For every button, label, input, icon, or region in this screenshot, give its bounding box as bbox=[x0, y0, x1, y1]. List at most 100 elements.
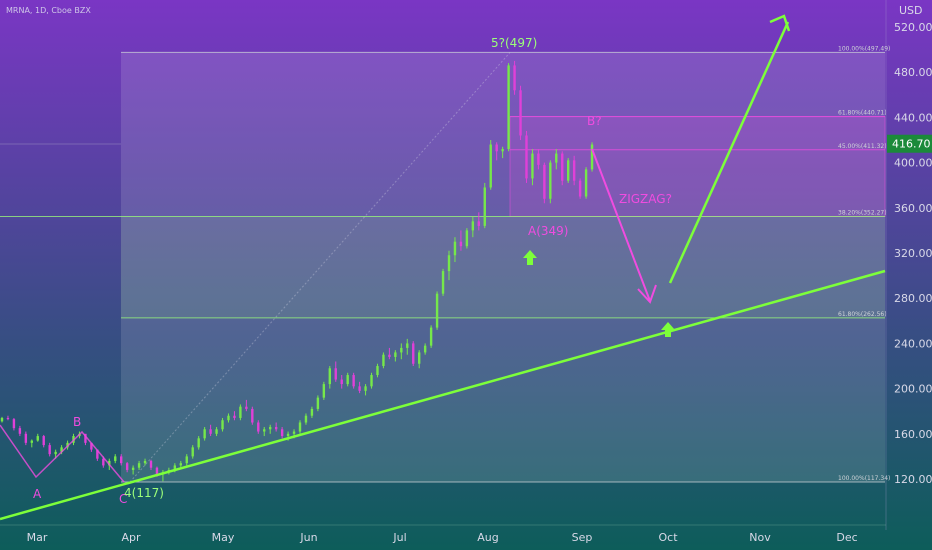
y-tick-label: 240.00 bbox=[894, 337, 932, 350]
candle-body bbox=[549, 162, 552, 199]
candle-body bbox=[447, 255, 451, 272]
candle-body bbox=[584, 169, 588, 197]
wave-label: 5?(497) bbox=[491, 36, 537, 50]
projection-down-head bbox=[637, 284, 657, 304]
candle-body bbox=[54, 451, 57, 455]
candle-body bbox=[525, 135, 528, 179]
candle-body bbox=[519, 90, 522, 136]
projection-up bbox=[668, 21, 790, 284]
candle-body bbox=[453, 241, 457, 256]
x-tick-label: Oct bbox=[658, 531, 678, 544]
y-tick-label: 160.00 bbox=[894, 428, 932, 441]
symbol-header: MRNA, 1D, Cboe BZX bbox=[6, 6, 91, 15]
candle-body bbox=[120, 456, 123, 464]
candle-body bbox=[286, 433, 290, 437]
wave-label: A(349) bbox=[528, 224, 568, 238]
candle-body bbox=[137, 463, 141, 468]
candle-body bbox=[274, 427, 278, 430]
candle-body bbox=[334, 368, 337, 380]
candle-body bbox=[412, 343, 415, 364]
candle-body bbox=[173, 465, 177, 470]
y-tick-label: 320.00 bbox=[894, 247, 932, 260]
candle-body bbox=[555, 153, 558, 163]
x-tick-label: Mar bbox=[27, 531, 48, 544]
candle-body bbox=[561, 153, 564, 181]
candle-body bbox=[42, 436, 45, 446]
candle-body bbox=[501, 149, 504, 152]
candles bbox=[0, 60, 594, 482]
candle-body bbox=[191, 447, 194, 457]
y-tick-label: 520.00 bbox=[894, 21, 932, 34]
candle-body bbox=[537, 153, 540, 165]
candle-body bbox=[90, 442, 93, 450]
candle-body bbox=[567, 160, 570, 181]
price-badge-label: 416.70 bbox=[892, 138, 931, 151]
candle-body bbox=[269, 427, 272, 430]
y-tick-label: 400.00 bbox=[894, 157, 932, 170]
candle-body bbox=[131, 467, 135, 470]
x-tick-label: May bbox=[212, 531, 235, 544]
candle-body bbox=[513, 65, 516, 91]
candle-body bbox=[143, 460, 147, 464]
currency-label: USD bbox=[899, 4, 923, 17]
candle-body bbox=[370, 375, 373, 387]
candle-body bbox=[441, 271, 445, 294]
fib-level-label: 61.80%(262.56) bbox=[838, 311, 887, 318]
price-badge bbox=[887, 134, 932, 153]
projection-down bbox=[591, 148, 651, 302]
candle-body bbox=[465, 230, 469, 247]
y-tick-label: 440.00 bbox=[894, 111, 932, 124]
candle-body bbox=[48, 445, 51, 455]
fib-zone bbox=[121, 216, 885, 318]
x-tick-label: Nov bbox=[749, 531, 771, 544]
candle-body bbox=[84, 433, 87, 443]
fib-level-label: 45.00%(411.32) bbox=[838, 143, 887, 150]
wave-label: C bbox=[119, 492, 127, 506]
candle-body bbox=[572, 160, 576, 181]
candle-body bbox=[418, 352, 421, 364]
candle-body bbox=[114, 456, 117, 461]
candle-body bbox=[400, 347, 403, 353]
candle-body bbox=[108, 460, 111, 466]
fib-trend-dotted bbox=[129, 52, 511, 483]
candle-body bbox=[322, 384, 326, 398]
x-tick-label: Apr bbox=[121, 531, 141, 544]
x-tick-label: Dec bbox=[836, 531, 857, 544]
candle-body bbox=[197, 438, 200, 448]
candle-body bbox=[543, 164, 546, 199]
fib-level-label: 61.80%(440.71) bbox=[838, 110, 887, 117]
candle-body bbox=[292, 431, 296, 434]
drawings: 5?(497) A(349) B? ZIGZAG? A B C4(117) bbox=[0, 14, 886, 521]
candle-body bbox=[12, 419, 16, 429]
candle-body bbox=[423, 345, 427, 353]
candle-body bbox=[221, 420, 224, 430]
x-tick-label: Sep bbox=[572, 531, 593, 544]
candle-body bbox=[304, 415, 308, 423]
fib-box bbox=[121, 52, 885, 483]
abc-zigzag bbox=[0, 424, 125, 483]
trendline bbox=[0, 269, 886, 521]
candle-body bbox=[251, 408, 254, 423]
fib-retracement: 100.00%(497.49) 61.80%(440.71) 45.00%(411.… bbox=[0, 45, 890, 483]
candle-body bbox=[263, 429, 266, 432]
candle-body bbox=[149, 460, 153, 468]
fib-level-label: 38.20%(352.27) bbox=[838, 210, 887, 217]
candle-body bbox=[185, 456, 188, 464]
y-tick-label: 360.00 bbox=[894, 202, 932, 215]
candle-body bbox=[316, 397, 320, 409]
candle-body bbox=[340, 379, 343, 385]
candle-body bbox=[203, 429, 206, 439]
x-tick-label: Jun bbox=[299, 531, 317, 544]
candle-body bbox=[328, 368, 331, 385]
candle-body bbox=[388, 354, 391, 357]
candle-body bbox=[96, 449, 99, 459]
wave-label: B? bbox=[587, 114, 602, 128]
candle-body bbox=[36, 436, 39, 441]
candle-body bbox=[477, 221, 480, 226]
candle-body bbox=[24, 433, 28, 443]
candle-body bbox=[60, 447, 63, 452]
candle-body bbox=[358, 386, 361, 391]
up-arrow-icon bbox=[523, 250, 537, 265]
